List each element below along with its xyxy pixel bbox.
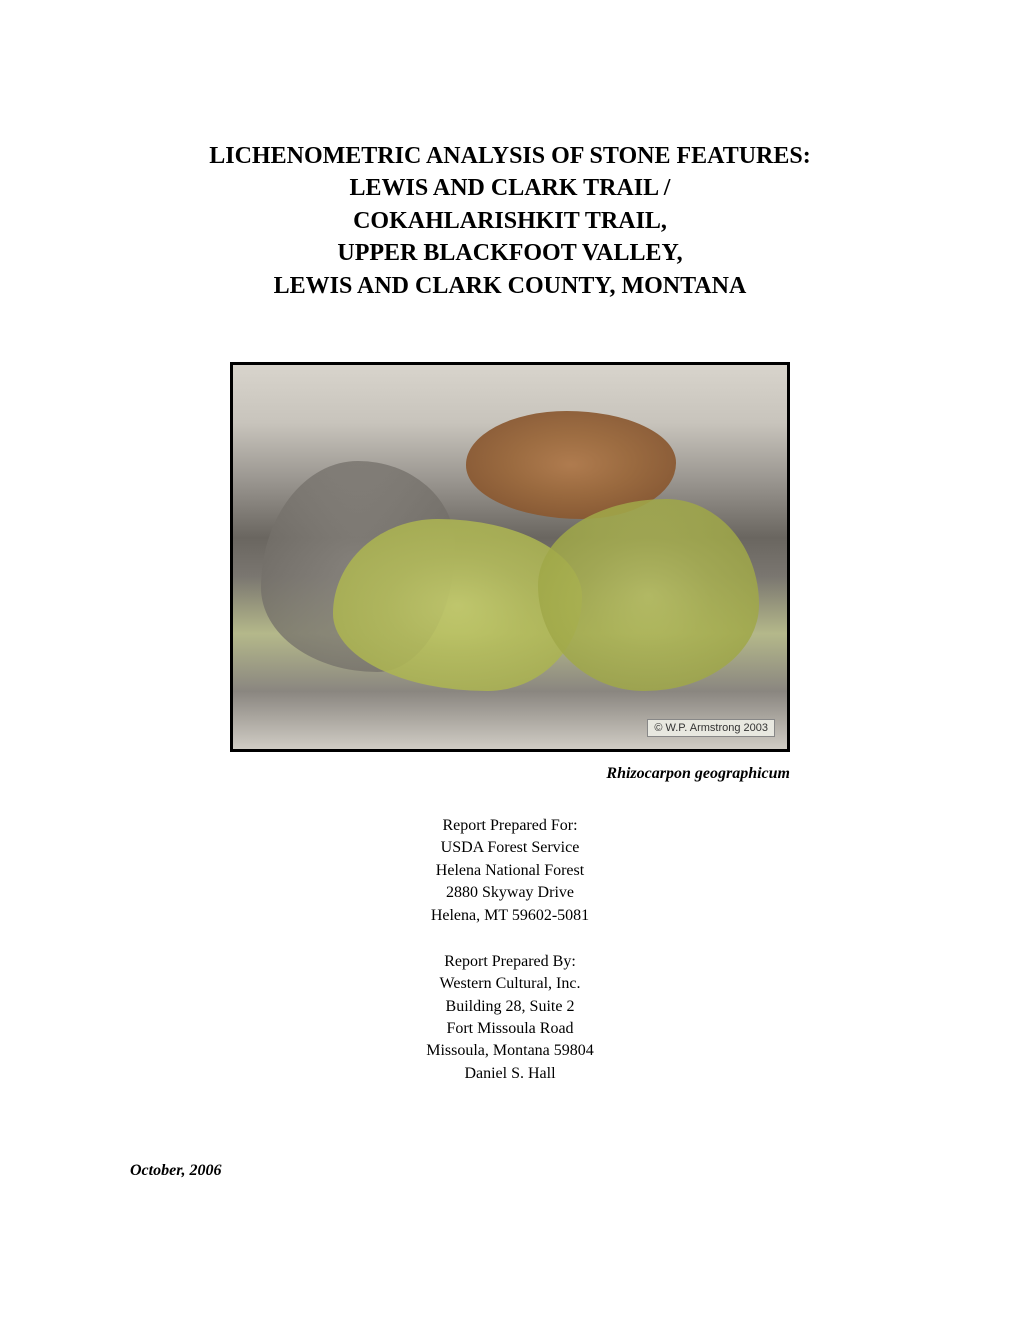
prepared-for-block: Report Prepared For: USDA Forest Service… — [130, 815, 890, 927]
lichen-green-patch-2 — [538, 499, 760, 691]
prepared-by-line-2: Building 28, Suite 2 — [130, 996, 890, 1018]
report-date: October, 2006 — [130, 1162, 222, 1179]
title-line-4: UPPER BLACKFOOT VALLEY, — [130, 237, 890, 269]
title-line-2: LEWIS AND CLARK TRAIL / — [130, 172, 890, 204]
document-page: LICHENOMETRIC ANALYSIS OF STONE FEATURES… — [0, 0, 1020, 1320]
prepared-for-line-3: 2880 Skyway Drive — [130, 882, 890, 904]
prepared-by-line-3: Fort Missoula Road — [130, 1018, 890, 1040]
prepared-by-line-4: Missoula, Montana 59804 — [130, 1040, 890, 1062]
prepared-for-line-2: Helena National Forest — [130, 860, 890, 882]
prepared-for-line-4: Helena, MT 59602-5081 — [130, 905, 890, 927]
lichen-photograph: © W.P. Armstrong 2003 — [230, 362, 790, 752]
figure-container: © W.P. Armstrong 2003 — [130, 362, 890, 757]
title-line-1: LICHENOMETRIC ANALYSIS OF STONE FEATURES… — [130, 140, 890, 172]
prepared-by-block: Report Prepared By: Western Cultural, In… — [130, 951, 890, 1085]
prepared-by-heading: Report Prepared By: — [130, 951, 890, 973]
figure-caption: Rhizocarpon geographicum — [606, 765, 790, 782]
prepared-by-line-5: Daniel S. Hall — [130, 1063, 890, 1085]
caption-container: Rhizocarpon geographicum — [130, 765, 890, 783]
copyright-badge: © W.P. Armstrong 2003 — [647, 719, 775, 737]
prepared-for-heading: Report Prepared For: — [130, 815, 890, 837]
title-block: LICHENOMETRIC ANALYSIS OF STONE FEATURES… — [130, 140, 890, 302]
date-container: October, 2006 — [130, 1162, 222, 1180]
prepared-for-line-1: USDA Forest Service — [130, 837, 890, 859]
title-line-5: LEWIS AND CLARK COUNTY, MONTANA — [130, 270, 890, 302]
prepared-by-line-1: Western Cultural, Inc. — [130, 973, 890, 995]
title-line-3: COKAHLARISHKIT TRAIL, — [130, 205, 890, 237]
